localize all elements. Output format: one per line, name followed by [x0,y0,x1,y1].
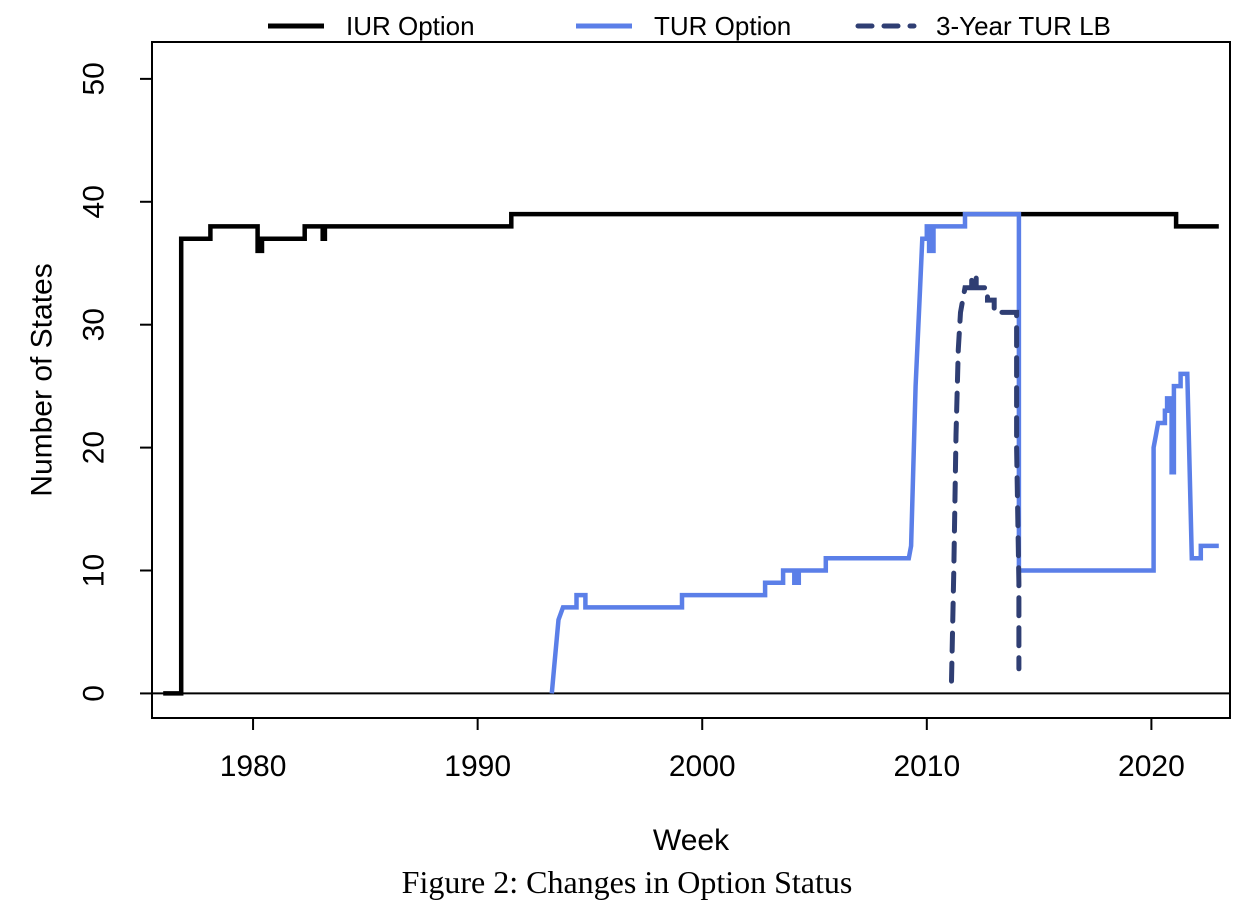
legend-label: TUR Option [654,11,791,41]
x-tick-label: 1980 [220,750,287,783]
series-group [163,211,1219,696]
x-axis-label: Week [653,824,730,857]
y-tick-label: 40 [78,185,111,218]
legend: IUR Option TUR Option 3-Year TUR LB [268,11,1111,41]
y-tick-label: 20 [78,431,111,464]
legend-label: 3-Year TUR LB [936,11,1111,41]
y-tick-label: 50 [78,62,111,95]
x-tick-label: 2010 [893,750,960,783]
x-tick-label: 1990 [444,750,511,783]
x-tick-label: 2000 [669,750,736,783]
chart: IUR Option TUR Option 3-Year TUR LB 1980 19… [26,11,1231,857]
y-axis-label: Number of States [26,263,59,496]
plot-frame [151,41,1231,719]
series-line-1 [163,211,1219,696]
figure-caption: Figure 2: Changes in Option Status [401,864,853,900]
series-line-2 [549,211,1219,694]
x-tick-label: 2020 [1118,750,1185,783]
y-tick-label: 0 [78,685,111,702]
y-tick-label: 10 [78,554,111,587]
y-tick-label: 30 [78,308,111,341]
legend-label: IUR Option [346,11,475,41]
axes: 1980 1990 2000 2010 2020 0 10 20 30 40 50 [78,62,1185,783]
series-line-3 [949,273,1022,684]
